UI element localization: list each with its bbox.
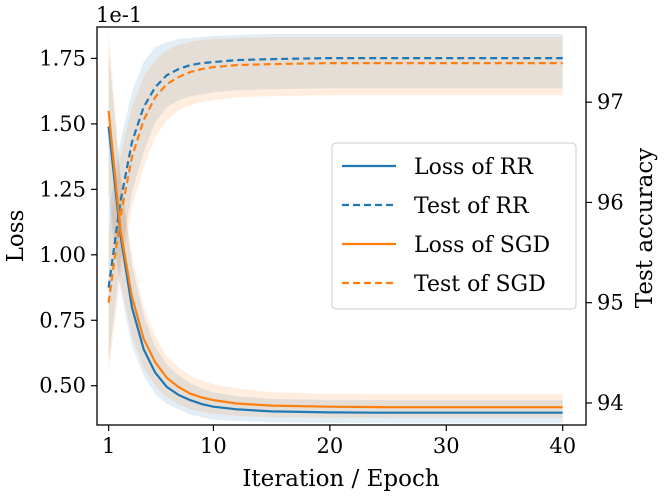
legend-label-1: Loss of RR — [414, 155, 534, 180]
y-tick-label: 1.00 — [39, 243, 86, 267]
series-line-1 — [107, 126, 563, 414]
y-tick-label: 1.50 — [39, 112, 86, 136]
y2-tick-label: 94 — [597, 391, 624, 415]
x-axis-ticks: 1 10 20 30 40 — [102, 425, 576, 458]
series-line-2 — [107, 56, 563, 288]
band-4 — [108, 37, 563, 373]
x-axis-label: Iteration / Epoch — [242, 466, 440, 492]
y2-axis-label: Test accuracy — [632, 148, 658, 308]
x-tick-label: 20 — [316, 434, 343, 458]
band-2 — [108, 34, 563, 363]
y-axis-ticks: 0.50 0.75 1.00 1.25 1.50 1.75 — [39, 46, 97, 398]
x-tick-label: 10 — [200, 434, 227, 458]
legend-label-4: Test of SGD — [414, 272, 546, 297]
confidence-bands — [108, 32, 563, 424]
y-tick-label: 0.50 — [39, 374, 86, 398]
series-line-3 — [107, 110, 563, 409]
y2-tick-label: 95 — [597, 291, 624, 315]
y2-axis-ticks: 94 95 96 97 — [586, 90, 624, 415]
legend-box — [331, 142, 577, 310]
y2-tick-label: 96 — [597, 190, 624, 214]
band-3 — [108, 32, 563, 418]
y2-tick-label: 97 — [597, 90, 624, 114]
band-1 — [108, 50, 563, 424]
legend-label-3: Loss of SGD — [414, 233, 550, 258]
y-tick-label: 1.25 — [39, 177, 86, 201]
x-tick-label: 40 — [549, 434, 576, 458]
y-tick-label: 1.75 — [39, 46, 86, 70]
series-lines — [107, 56, 563, 414]
x-tick-label: 1 — [102, 434, 115, 458]
offset-text: 1e-1 — [96, 3, 142, 27]
legend-label-2: Test of RR — [414, 194, 530, 219]
y-axis-label: Loss — [3, 210, 29, 263]
x-tick-label: 30 — [433, 434, 460, 458]
series-line-4 — [107, 61, 563, 303]
plot-frame — [96, 26, 587, 426]
y-tick-label: 0.75 — [39, 308, 86, 332]
legend: Loss of RR Test of RR Loss of SGD Test of S… — [331, 142, 577, 310]
